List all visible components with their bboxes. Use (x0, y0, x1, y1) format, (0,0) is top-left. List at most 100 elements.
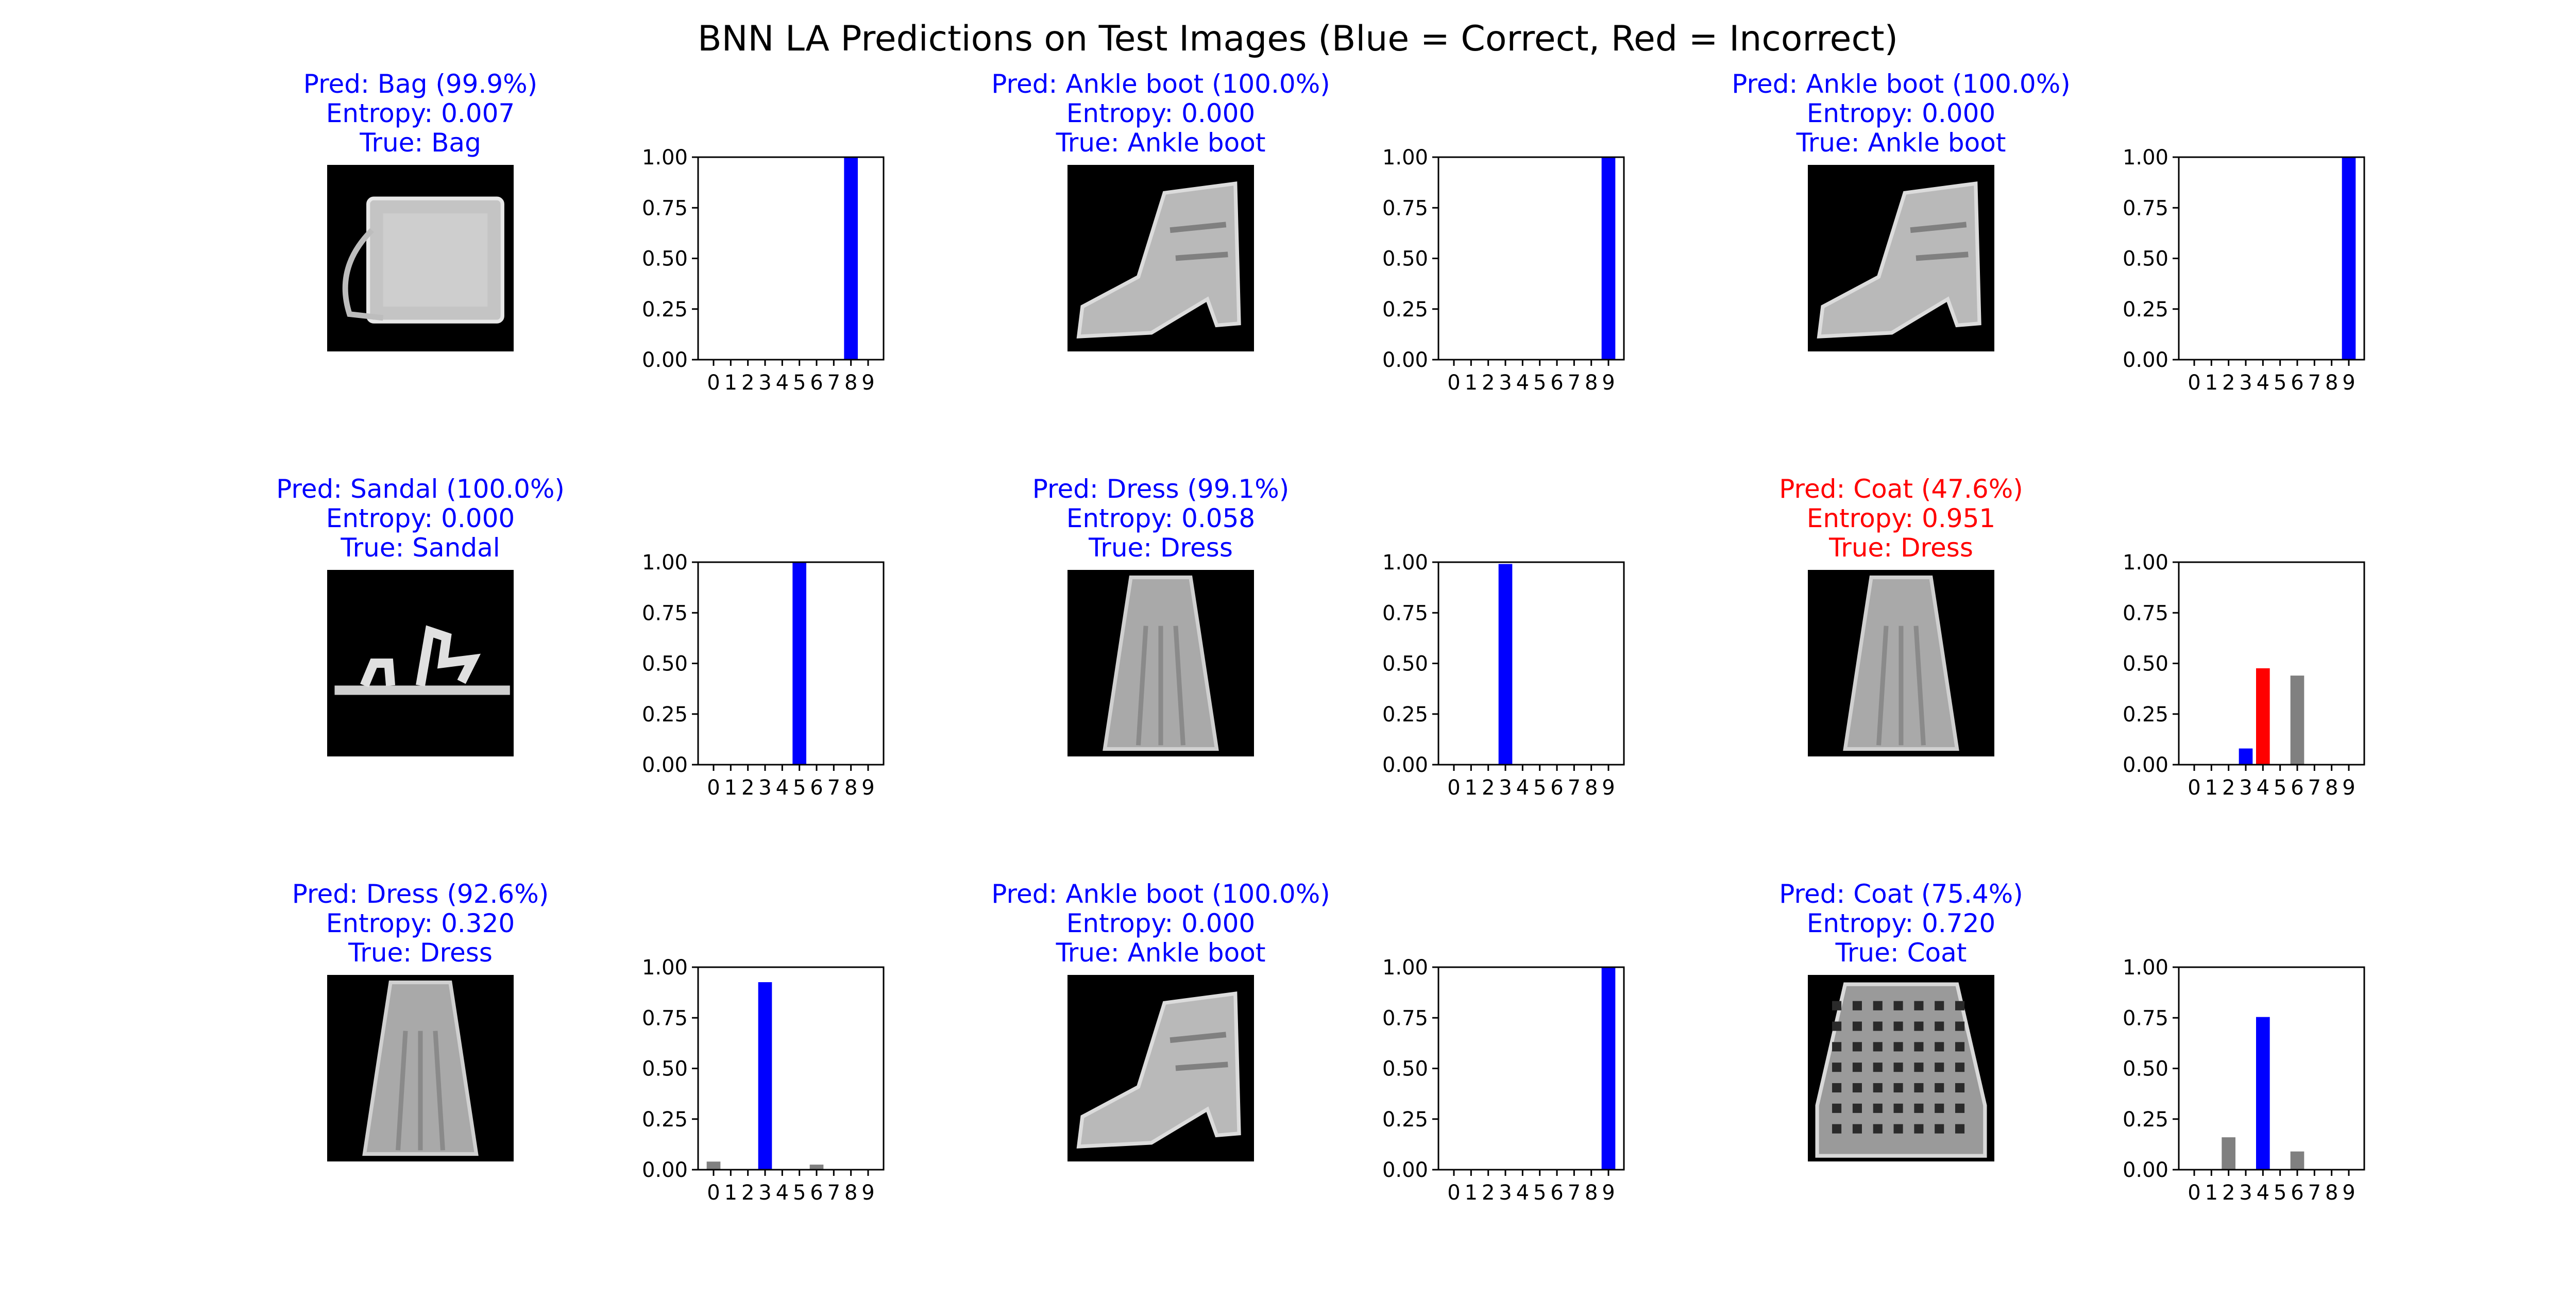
axes-spines (1437, 966, 1625, 1171)
y-tick-label: 0.75 (642, 196, 688, 220)
x-tick-label: 7 (827, 371, 840, 395)
x-tick-label: 9 (1602, 1181, 1615, 1205)
true-label: True: Ankle boot (1056, 938, 1266, 968)
x-tick-label: 7 (1568, 776, 1581, 800)
x-tick-label: 6 (2291, 1181, 2303, 1205)
x-tick-label: 9 (861, 776, 874, 800)
bar-class-3 (758, 982, 772, 1170)
x-tick-label: 5 (2274, 1181, 2286, 1205)
x-tick-label: 8 (2325, 776, 2338, 800)
x-tick-label: 3 (2239, 776, 2252, 800)
bar-class-3 (1498, 564, 1513, 765)
axes-frame (2178, 966, 2365, 1171)
prediction-title: Pred: Bag (99.9%) (303, 69, 537, 99)
bar-class-6 (809, 1165, 824, 1170)
x-tick-label: 1 (724, 371, 737, 395)
axes-spines (2178, 561, 2365, 766)
axes-frame (697, 966, 885, 1171)
x-tick-label: 3 (758, 776, 771, 800)
x-tick-label: 8 (844, 1181, 857, 1205)
y-tick-label: 0.75 (1382, 601, 1428, 625)
y-tick-label: 0.00 (1382, 1158, 1428, 1182)
axes-frame (697, 561, 885, 766)
x-tick-label: 3 (2239, 371, 2252, 395)
x-tick-label: 5 (1533, 1181, 1546, 1205)
x-tick-label: 6 (1550, 1181, 1563, 1205)
prediction-title: Pred: Coat (75.4%) (1779, 879, 2023, 909)
x-tick-label: 0 (2188, 371, 2200, 395)
prediction-panel: Pred: Ankle boot (100.0%)Entropy: 0.000T… (991, 879, 1625, 1205)
true-label: True: Bag (359, 128, 481, 158)
axes-spines (697, 966, 885, 1171)
x-tick-label: 8 (1585, 1181, 1598, 1205)
dress-thumbnail-icon (1808, 570, 1994, 756)
y-tick-label: 0.25 (642, 703, 688, 727)
x-tick-label: 9 (861, 371, 874, 395)
x-tick-label: 4 (2257, 1181, 2269, 1205)
x-tick-label: 9 (2342, 1181, 2355, 1205)
y-tick-label: 1.00 (1382, 956, 1428, 980)
x-tick-label: 3 (1499, 776, 1512, 800)
x-tick-label: 2 (1482, 1181, 1495, 1205)
prediction-panel: Pred: Ankle boot (100.0%)Entropy: 0.000T… (991, 69, 1625, 395)
bag-thumbnail-icon (327, 165, 514, 351)
x-tick-label: 5 (793, 776, 806, 800)
y-tick-label: 0.00 (2123, 753, 2168, 777)
x-tick-label: 6 (1550, 371, 1563, 395)
probability-bar-chart: 0.00 0.25 0.50 0.75 1.00 0 1 2 3 4 5 6 7 8 9 (2123, 551, 2365, 800)
x-tick-label: 6 (810, 1181, 823, 1205)
x-tick-label: 7 (1568, 1181, 1581, 1205)
y-tick-label: 0.75 (1382, 1006, 1428, 1030)
bar-class-6 (2290, 1151, 2304, 1170)
y-tick-label: 0.75 (2123, 1006, 2168, 1030)
x-tick-label: 1 (1465, 1181, 1478, 1205)
x-tick-label: 8 (844, 776, 857, 800)
x-tick-label: 6 (810, 371, 823, 395)
x-tick-label: 0 (707, 371, 720, 395)
x-tick-label: 4 (2257, 776, 2269, 800)
prediction-title: Pred: Ankle boot (100.0%) (1732, 69, 2070, 99)
probability-bar-chart: 0.00 0.25 0.50 0.75 1.00 0 1 2 3 4 5 6 7 8 9 (642, 956, 885, 1205)
x-tick-label: 3 (2239, 1181, 2252, 1205)
probability-bar-chart: 0.00 0.25 0.50 0.75 1.00 0 1 2 3 4 5 6 7 8 9 (1382, 146, 1625, 395)
y-tick-label: 0.50 (2123, 247, 2168, 271)
bar-class-9 (1601, 967, 1616, 1170)
y-tick-label: 0.25 (2123, 703, 2168, 727)
y-tick-label: 1.00 (642, 551, 688, 575)
x-tick-label: 4 (1516, 1181, 1529, 1205)
x-tick-label: 2 (2222, 776, 2235, 800)
bar-class-0 (706, 1161, 721, 1170)
x-tick-label: 2 (2222, 371, 2235, 395)
y-tick-label: 0.00 (2123, 1158, 2168, 1182)
x-tick-label: 1 (2205, 776, 2218, 800)
prediction-title: Pred: Coat (47.6%) (1779, 474, 2023, 504)
x-tick-label: 9 (2342, 371, 2355, 395)
y-tick-label: 0.25 (1382, 298, 1428, 322)
y-tick-label: 0.00 (2123, 348, 2168, 372)
x-tick-label: 8 (844, 371, 857, 395)
true-label: True: Sandal (340, 533, 500, 563)
y-tick-label: 1.00 (1382, 146, 1428, 170)
x-tick-label: 4 (1516, 776, 1529, 800)
x-tick-label: 2 (2222, 1181, 2235, 1205)
x-tick-label: 8 (1585, 776, 1598, 800)
axes-frame (1437, 156, 1625, 361)
prediction-panel: Pred: Ankle boot (100.0%)Entropy: 0.000T… (1732, 69, 2365, 395)
true-label: True: Coat (1835, 938, 1967, 968)
prediction-title: Pred: Dress (92.6%) (292, 879, 549, 909)
x-tick-label: 7 (2308, 776, 2321, 800)
y-tick-label: 0.25 (1382, 703, 1428, 727)
x-tick-label: 5 (793, 371, 806, 395)
x-tick-label: 5 (2274, 371, 2286, 395)
x-tick-label: 4 (776, 776, 789, 800)
true-label: True: Ankle boot (1056, 128, 1266, 158)
axes-frame (1437, 561, 1625, 766)
y-tick-label: 0.50 (642, 1057, 688, 1081)
bar-class-4 (2256, 1017, 2270, 1170)
entropy-label: Entropy: 0.007 (326, 98, 515, 128)
true-label: True: Dress (1088, 533, 1233, 563)
true-label: True: Dress (1828, 533, 1973, 563)
